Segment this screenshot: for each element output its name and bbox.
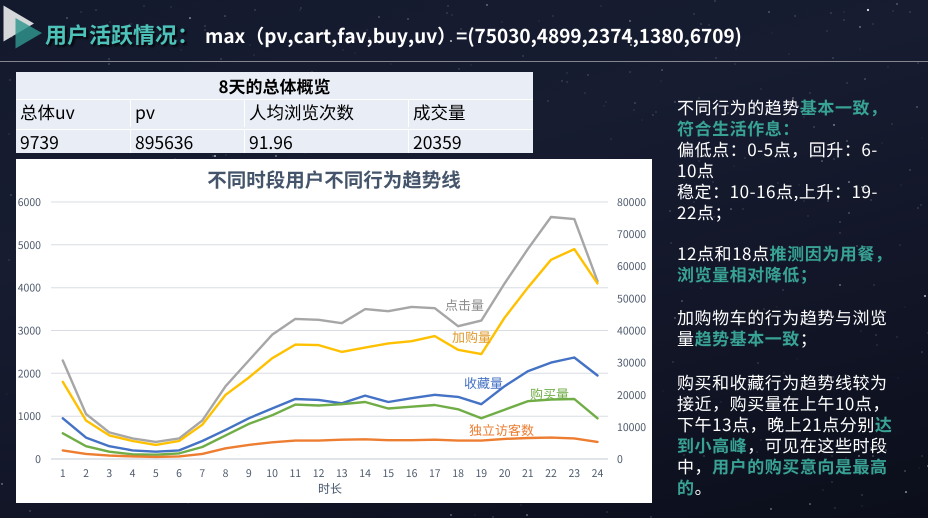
svg-text:16: 16 bbox=[406, 466, 418, 481]
svg-text:5: 5 bbox=[153, 466, 159, 481]
svg-text:9: 9 bbox=[246, 466, 252, 481]
svg-text:4: 4 bbox=[130, 466, 136, 481]
svg-text:2: 2 bbox=[83, 466, 89, 481]
svg-text:0: 0 bbox=[617, 452, 623, 467]
svg-text:20: 20 bbox=[499, 466, 511, 481]
svg-text:60000: 60000 bbox=[617, 259, 646, 274]
svg-text:1000: 1000 bbox=[18, 409, 41, 424]
svg-text:不同时段用户不同行为趋势线: 不同时段用户不同行为趋势线 bbox=[207, 164, 461, 193]
svg-text:70000: 70000 bbox=[617, 227, 646, 242]
svg-text:2000: 2000 bbox=[18, 366, 41, 381]
svg-text:0: 0 bbox=[35, 452, 41, 467]
svg-text:3: 3 bbox=[106, 466, 112, 481]
svg-text:11: 11 bbox=[289, 466, 301, 481]
svg-text:23: 23 bbox=[568, 466, 580, 481]
svg-text:独立访客数: 独立访客数 bbox=[469, 420, 534, 439]
svg-text:10000: 10000 bbox=[617, 420, 646, 435]
svg-text:时长: 时长 bbox=[318, 480, 342, 497]
svg-text:8: 8 bbox=[223, 466, 229, 481]
svg-text:4000: 4000 bbox=[18, 281, 41, 296]
svg-text:1: 1 bbox=[60, 466, 66, 481]
svg-text:21: 21 bbox=[522, 466, 534, 481]
svg-text:6000: 6000 bbox=[18, 195, 41, 210]
svg-text:18: 18 bbox=[452, 466, 464, 481]
svg-text:6: 6 bbox=[176, 466, 182, 481]
svg-text:80000: 80000 bbox=[617, 195, 646, 210]
svg-text:22: 22 bbox=[545, 466, 557, 481]
svg-text:17: 17 bbox=[429, 466, 441, 481]
svg-text:50000: 50000 bbox=[617, 291, 646, 306]
svg-text:15: 15 bbox=[382, 466, 394, 481]
svg-text:24: 24 bbox=[592, 466, 604, 481]
svg-text:5000: 5000 bbox=[18, 238, 41, 253]
svg-text:3000: 3000 bbox=[18, 324, 41, 339]
svg-text:7: 7 bbox=[199, 466, 205, 481]
svg-text:加购量: 加购量 bbox=[452, 327, 491, 346]
svg-text:12: 12 bbox=[313, 466, 325, 481]
svg-text:点击量: 点击量 bbox=[445, 295, 484, 314]
svg-text:30000: 30000 bbox=[617, 356, 646, 371]
svg-text:14: 14 bbox=[359, 466, 371, 481]
svg-text:购买量: 购买量 bbox=[530, 384, 569, 403]
svg-text:40000: 40000 bbox=[617, 324, 646, 339]
svg-text:13: 13 bbox=[336, 466, 348, 481]
svg-text:19: 19 bbox=[475, 466, 487, 481]
svg-text:20000: 20000 bbox=[617, 388, 646, 403]
svg-text:10: 10 bbox=[266, 466, 278, 481]
svg-text:收藏量: 收藏量 bbox=[464, 373, 503, 392]
